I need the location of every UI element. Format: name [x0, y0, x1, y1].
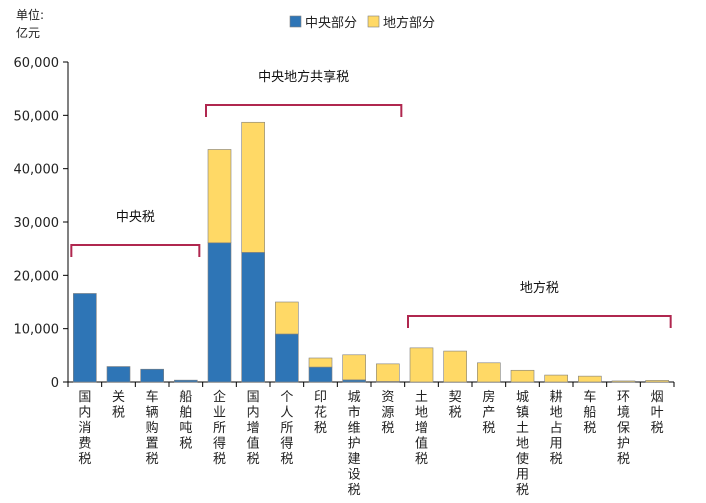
y-tick-label: 60,000	[14, 56, 60, 71]
group-bracket	[205, 104, 403, 117]
bar-segment	[443, 350, 467, 383]
x-tick-label: 城镇土地使用税	[516, 390, 529, 498]
x-tick-label: 房产税	[482, 389, 495, 436]
x-tick-label: 国内消费税	[78, 390, 91, 467]
y-tick-label: 0	[51, 376, 59, 391]
group-bracket-label: 中央税	[116, 210, 155, 225]
group-bracket-label: 地方税	[520, 280, 559, 296]
bar-segment	[241, 121, 265, 253]
bar-segment	[376, 363, 400, 382]
unit-label-line-1: 单位:	[16, 8, 45, 22]
bar-segment	[207, 242, 232, 383]
x-tick-label: 印花税	[314, 390, 327, 436]
group-bracket-label: 中央地方共享税	[258, 69, 349, 85]
bar-segment	[241, 252, 265, 383]
x-tick-label: 资源税	[381, 390, 394, 436]
x-tick-label: 船舶吨税	[179, 390, 192, 452]
x-tick-label: 车辆购置税	[146, 389, 159, 467]
legend: 中央部分 地方部分	[289, 15, 435, 31]
bar-segment	[342, 354, 366, 381]
x-tick-label: 城市维护建设税	[348, 390, 361, 498]
bar-segment	[645, 380, 669, 383]
bar-segment	[308, 357, 333, 368]
x-tick-label: 土地增值税	[415, 390, 428, 467]
group-bracket	[407, 315, 672, 328]
legend-label: 中央部分	[305, 16, 357, 31]
bar-layer	[73, 121, 669, 383]
unit-label: 单位: 亿元	[16, 6, 44, 42]
legend-swatch	[367, 15, 380, 28]
y-tick-label: 30,000	[14, 216, 60, 231]
bar-segment	[409, 347, 434, 383]
bar-segment	[510, 369, 535, 383]
bar-segment	[308, 366, 333, 383]
x-tick-label: 烟叶税	[651, 390, 664, 436]
legend-swatch	[289, 15, 302, 28]
bar-segment	[140, 368, 164, 383]
bar-segment	[73, 293, 97, 383]
axis-layer: 0 10,000 20,000 30,000 40,000 50,000 60,000 国内消…	[14, 56, 675, 498]
bar-segment	[342, 379, 366, 383]
bar-segment	[106, 366, 131, 383]
bar-segment	[207, 149, 232, 244]
y-tick-label: 10,000	[14, 323, 60, 338]
x-tick-label: 国内增值税	[247, 390, 260, 467]
unit-label-line-2: 亿元	[16, 26, 41, 40]
y-tick-label: 40,000	[14, 163, 60, 178]
x-tick-label: 个人所得税	[280, 390, 293, 467]
bar-segment	[578, 375, 602, 383]
bar-segment	[611, 380, 636, 383]
x-tick-label: 耕地占用税	[550, 389, 563, 467]
x-tick-label: 契税	[449, 390, 462, 421]
x-tick-label: 企业所得税	[213, 389, 226, 467]
group-bracket	[70, 244, 201, 257]
bar-segment	[544, 374, 568, 383]
x-tick-label: 关税	[112, 390, 125, 421]
bar-segment	[275, 333, 299, 383]
bar-segment	[275, 301, 299, 335]
bar-segment	[477, 362, 501, 383]
x-tick-label: 车船税	[583, 389, 596, 436]
y-tick-label: 20,000	[14, 269, 60, 284]
x-tick-label: 环境保护税	[617, 390, 630, 467]
legend-label: 地方部分	[383, 15, 435, 31]
bar-segment	[174, 379, 198, 383]
y-tick-label: 50,000	[14, 109, 60, 124]
